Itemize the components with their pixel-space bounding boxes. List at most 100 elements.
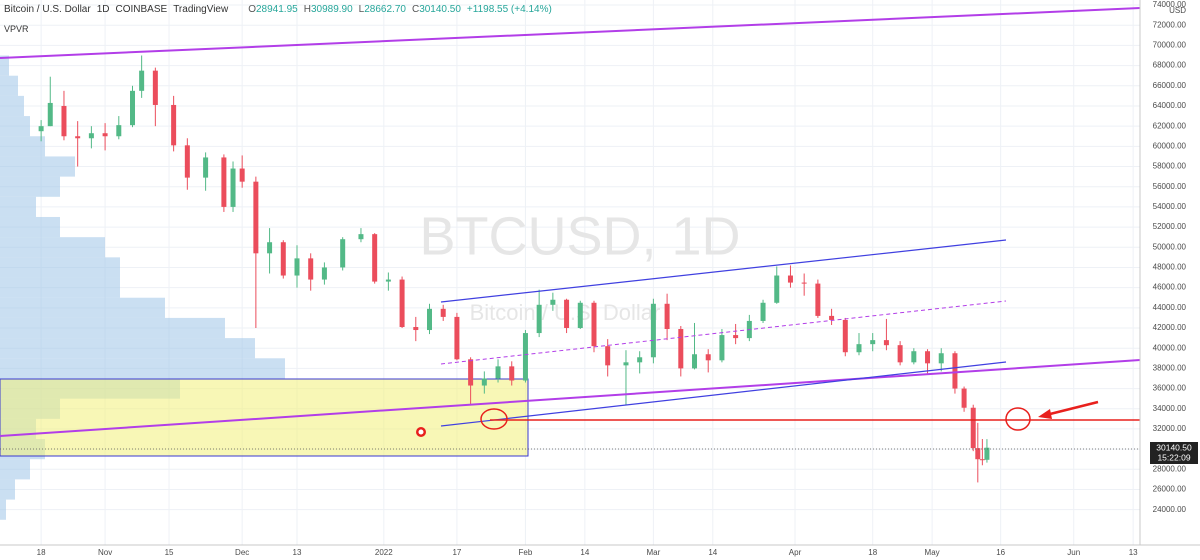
candle-body [719,335,725,361]
candle-body [267,242,273,254]
x-tick-label: 17 [452,548,461,557]
candle-body [897,345,903,363]
candle-body [984,447,990,460]
interval: 1D [96,4,110,15]
candle-body [130,90,136,126]
y-tick-label: 28000.00 [1153,464,1187,473]
candle-body [774,275,780,303]
candle-body [829,315,835,320]
y-tick-label: 40000.00 [1153,343,1187,352]
symbol: Bitcoin / U.S. Dollar [4,4,91,15]
candle-body [577,302,583,329]
candle-body [171,104,177,146]
y-tick-label: 44000.00 [1153,303,1187,312]
volume-bar [0,75,18,96]
candle-body [495,366,501,379]
volume-bar [0,358,285,379]
volume-bar [0,116,30,137]
candle-body [883,340,889,346]
y-tick-label: 26000.00 [1153,485,1187,494]
x-tick-label: 2022 [375,548,393,557]
candle-body [308,258,314,280]
source: TradingView [173,4,229,15]
candle-body [454,316,460,360]
y-tick-label: 64000.00 [1153,101,1187,110]
candle-body [385,279,391,282]
candle-body [75,136,81,139]
candle-body [152,70,158,105]
volume-bar [0,136,45,157]
y-tick-label: 60000.00 [1153,141,1187,150]
x-tick-label: 13 [1129,548,1138,557]
candle-body [733,335,739,339]
candle-body [623,362,629,366]
candle-body [321,267,327,280]
x-tick-label: 14 [708,548,717,557]
ohlc-key: L [358,4,365,15]
candle-body [413,327,419,331]
candle-body [961,388,967,408]
candle-body [550,299,556,305]
candle-body [605,346,611,366]
y-tick-label: 70000.00 [1153,41,1187,50]
ohlc-value: 28941.95 [256,4,298,15]
x-tick-label: Jun [1067,548,1080,557]
y-tick-label: 72000.00 [1153,20,1187,29]
candle-body [911,351,917,363]
x-tick-label: 15 [165,548,174,557]
candle-body [340,239,346,268]
y-tick-label: 34000.00 [1153,404,1187,413]
ohlc-item: L28662.70 [359,4,406,15]
candle-body [705,354,711,361]
volume-bar [0,55,9,76]
volume-bar [0,277,120,298]
candle-body [230,168,236,207]
x-tick-label: 18 [868,548,877,557]
y-tick-label: 58000.00 [1153,162,1187,171]
candle-body [664,303,670,330]
y-tick-label: 56000.00 [1153,182,1187,191]
highlight-circle [480,408,508,430]
candle-body [481,378,487,386]
candle-body [203,157,209,178]
candle-body [294,258,300,276]
y-tick-label: 32000.00 [1153,424,1187,433]
volume-bar [0,257,120,278]
volume-bar [0,479,15,500]
candle-body [787,275,793,283]
candle-body [536,304,542,334]
candle-body [522,333,528,381]
watermark: BTCUSD, 1D [419,206,740,266]
candle-body [870,340,876,345]
candle-body [38,126,44,132]
x-tick-label: 18 [37,548,46,557]
x-tick-label: May [925,548,940,557]
channel-line [440,239,1007,303]
candle-body [637,357,643,363]
x-tick-label: 14 [580,548,589,557]
x-tick-label: Feb [519,548,533,557]
x-tick-label: 13 [293,548,302,557]
candle-body [925,351,931,364]
candle-body [102,133,108,137]
volume-bar [0,317,225,339]
candle-body [856,344,862,353]
ohlc-value: 30140.50 [419,4,461,15]
y-tick-label: 46000.00 [1153,283,1187,292]
candle-body [952,353,958,389]
candles [38,55,990,483]
y-tick-label: 38000.00 [1153,363,1187,372]
volume-bar [0,499,6,520]
arrow-head [1038,409,1052,419]
indicator: VPVR [4,24,29,34]
y-tick-label: 24000.00 [1153,505,1187,514]
price-tag-label: 30140.50 [1156,442,1192,452]
trend-line [0,359,1141,437]
y-tick-label: 42000.00 [1153,323,1187,332]
candle-body [372,234,378,282]
ohlc-value: 30989.90 [310,4,353,15]
volume-bar [0,196,36,217]
ohlc-item: C30140.50 [412,4,461,15]
